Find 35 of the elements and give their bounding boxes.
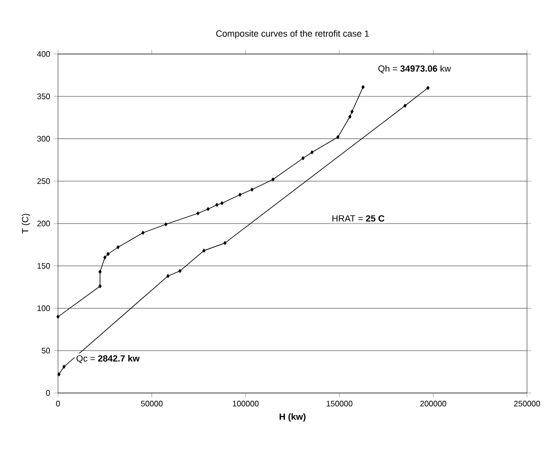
point <box>202 248 206 253</box>
point <box>98 270 102 274</box>
point <box>164 222 168 226</box>
point <box>350 110 354 114</box>
point <box>336 135 340 139</box>
point <box>215 202 218 207</box>
point <box>116 245 120 250</box>
chart-title: Composite curves of the retrofit case 1 <box>216 30 369 38</box>
point <box>98 284 102 288</box>
point <box>62 364 66 369</box>
point <box>271 177 275 182</box>
point <box>223 241 227 245</box>
point <box>166 274 170 278</box>
point <box>141 230 145 235</box>
point <box>238 192 242 197</box>
point <box>206 207 210 212</box>
point <box>57 372 60 376</box>
annotation: Qh = 34973.06 kw <box>378 65 451 74</box>
point <box>426 86 430 90</box>
point <box>178 269 182 273</box>
annotation: HRAT = 25 C <box>332 215 384 222</box>
annotation: Qc = 2842.7 kw <box>76 355 140 364</box>
point <box>196 211 200 216</box>
point <box>348 114 352 119</box>
point <box>301 156 305 160</box>
point <box>404 104 407 108</box>
point <box>106 252 110 256</box>
x-axis-title: H (kw) <box>280 413 306 422</box>
point <box>220 201 224 206</box>
point <box>361 85 365 89</box>
point <box>250 188 254 192</box>
point <box>103 255 106 260</box>
y-axis-title: T (C) <box>22 214 30 234</box>
point <box>310 150 314 154</box>
point <box>56 314 60 319</box>
